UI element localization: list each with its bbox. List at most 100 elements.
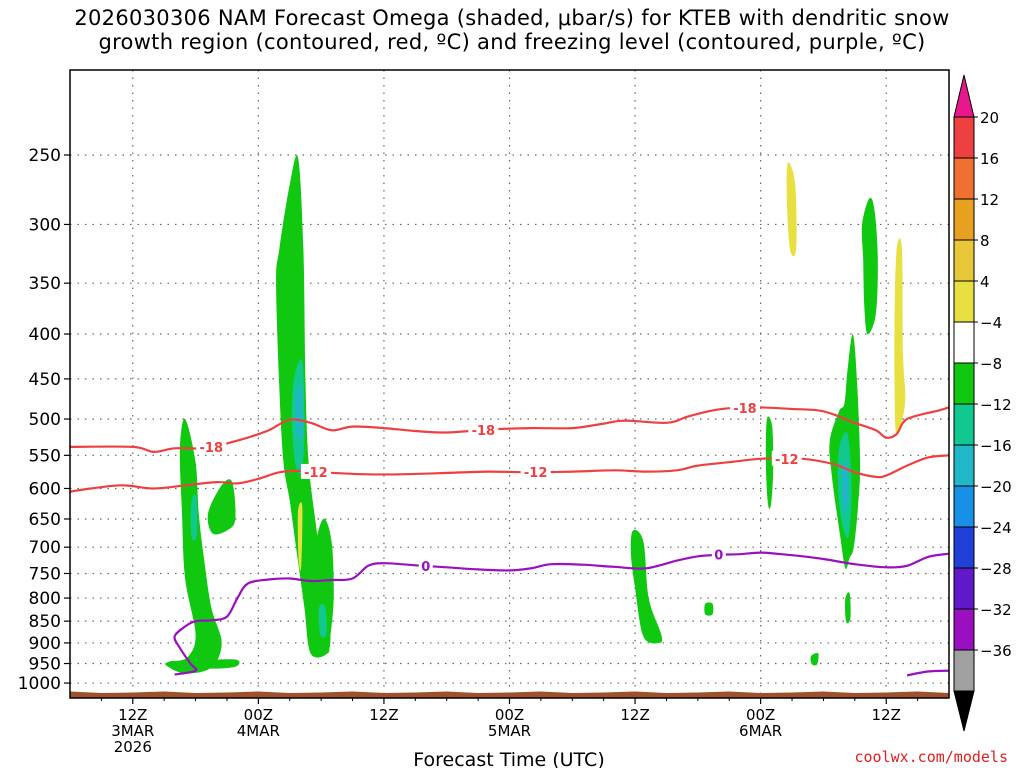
omega-region — [295, 384, 303, 440]
colorbar: 20 16 12 8 4 −4 −8 −12 −16 −20 −24 −28 −32 −36 — [953, 74, 1012, 732]
contour-label-bg — [729, 399, 760, 415]
y-axis: 2503003504004505005506006507007508008509… — [18, 146, 70, 694]
colorbar-swatch — [953, 444, 975, 487]
omega-region — [704, 602, 714, 616]
colorbar-label: −20 — [980, 478, 1012, 496]
colorbar-swatch — [953, 321, 975, 364]
omega-region — [842, 462, 849, 513]
colorbar-swatch — [953, 567, 975, 610]
colorbar-label: 4 — [980, 273, 990, 291]
chart-title-line-1: 2026030306 NAM Forecast Omega (shaded, μ… — [74, 6, 950, 30]
colorbar-swatch — [953, 239, 975, 282]
colorbar-swatch — [953, 485, 975, 528]
x-axis-title: Forecast Time (UTC) — [413, 749, 604, 768]
y-tick-label: 750 — [29, 564, 61, 584]
contour-label: 0 — [714, 549, 723, 564]
contour-label: -12 — [524, 466, 548, 481]
colorbar-swatch — [953, 116, 975, 159]
contour-label-bg — [711, 546, 726, 562]
credit-text: coolwx.com/models — [854, 748, 1008, 766]
omega-region — [190, 494, 198, 541]
omega-region — [861, 197, 878, 335]
colorbar-label: −24 — [980, 519, 1012, 537]
omega-region — [196, 659, 240, 669]
terrain-ground — [70, 691, 949, 698]
omega-shading — [165, 155, 906, 674]
y-tick-label: 1000 — [18, 674, 61, 694]
y-tick-label: 250 — [29, 146, 61, 166]
contour-label: -18 — [733, 402, 757, 417]
colorbar-swatch — [953, 362, 975, 405]
colorbar-label: −32 — [980, 601, 1012, 619]
omega-region — [308, 518, 334, 658]
colorbar-label: 20 — [980, 109, 999, 127]
y-tick-label: 700 — [29, 538, 61, 558]
contour-line — [70, 406, 949, 454]
omega-region — [297, 502, 303, 571]
colorbar-label: −4 — [980, 314, 1002, 332]
x-tick-label: 00Z 4MAR — [237, 706, 280, 740]
y-tick-label: 450 — [29, 370, 61, 390]
chart-title-line-2: growth region (contoured, red, ºC) and f… — [98, 30, 926, 54]
colorbar-swatch — [953, 280, 975, 323]
contour-label-bg — [520, 464, 551, 480]
contour-label-bg — [468, 421, 499, 437]
contours: -18 -18 -18 -12 -12 -12 0 0 — [70, 399, 949, 677]
y-tick-label: 500 — [29, 410, 61, 430]
x-tick-label: 12Z — [369, 706, 398, 724]
colorbar-label: −16 — [980, 437, 1012, 455]
terrain — [70, 691, 949, 698]
colorbar-label: −36 — [980, 642, 1012, 660]
x-axis: 12Z 3MAR 2026 00Z 4MAR 12Z 00Z 5MAR 12Z 00Z 6MAR 12… — [100, 698, 919, 756]
y-tick-label: 400 — [29, 325, 61, 345]
x-tick-label: 12Z — [872, 706, 901, 724]
colorbar-label: −8 — [980, 355, 1002, 373]
colorbar-label: 8 — [980, 232, 990, 250]
omega-region — [810, 652, 819, 666]
colorbar-label: −28 — [980, 560, 1012, 578]
contour-line — [906, 669, 949, 677]
omega-region — [894, 238, 906, 435]
colorbar-swatch — [953, 198, 975, 241]
omega-region — [630, 529, 663, 644]
y-tick-label: 350 — [29, 274, 61, 294]
x-tick-label: 12Z — [620, 706, 649, 724]
y-tick-label: 600 — [29, 479, 61, 499]
colorbar-swatch — [953, 526, 975, 569]
colorbar-swatch — [953, 608, 975, 651]
contour-label: -12 — [775, 453, 799, 468]
chart-title: 2026030306 NAM Forecast Omega (shaded, μ… — [0, 6, 1024, 54]
contour-label-bg — [771, 450, 802, 466]
contour-label: -18 — [472, 424, 496, 439]
contour-label: 0 — [421, 560, 430, 575]
x-tick-label: 00Z 6MAR — [739, 706, 782, 740]
y-tick-label: 300 — [29, 215, 61, 235]
colorbar-label: 12 — [980, 191, 999, 209]
plot-background — [70, 70, 949, 698]
y-tick-label: 850 — [29, 612, 61, 632]
colorbar-label: 16 — [980, 150, 999, 168]
contour-label-bg — [418, 557, 433, 573]
x-tick-label: 12Z 3MAR 2026 — [111, 706, 154, 756]
omega-region — [318, 604, 327, 638]
contour-label-bg — [196, 439, 227, 455]
colorbar-bottom-triangle — [953, 690, 975, 732]
y-tick-label: 800 — [29, 589, 61, 609]
colorbar-swatch — [953, 649, 975, 692]
omega-region — [207, 479, 236, 535]
contour-label-bg — [300, 463, 331, 479]
colorbar-top-triangle — [953, 74, 975, 118]
x-tick-label: 00Z 5MAR — [488, 706, 531, 740]
y-tick-label: 950 — [29, 655, 61, 675]
y-tick-label: 900 — [29, 634, 61, 654]
omega-region — [765, 416, 774, 509]
contour-line — [173, 551, 949, 676]
omega-region — [845, 592, 851, 624]
y-tick-label: 550 — [29, 446, 61, 466]
contour-label: -18 — [200, 441, 224, 456]
colorbar-swatch — [953, 403, 975, 446]
contour-label: -12 — [304, 466, 328, 481]
colorbar-label: −12 — [980, 396, 1012, 414]
colorbar-swatch — [953, 157, 975, 200]
